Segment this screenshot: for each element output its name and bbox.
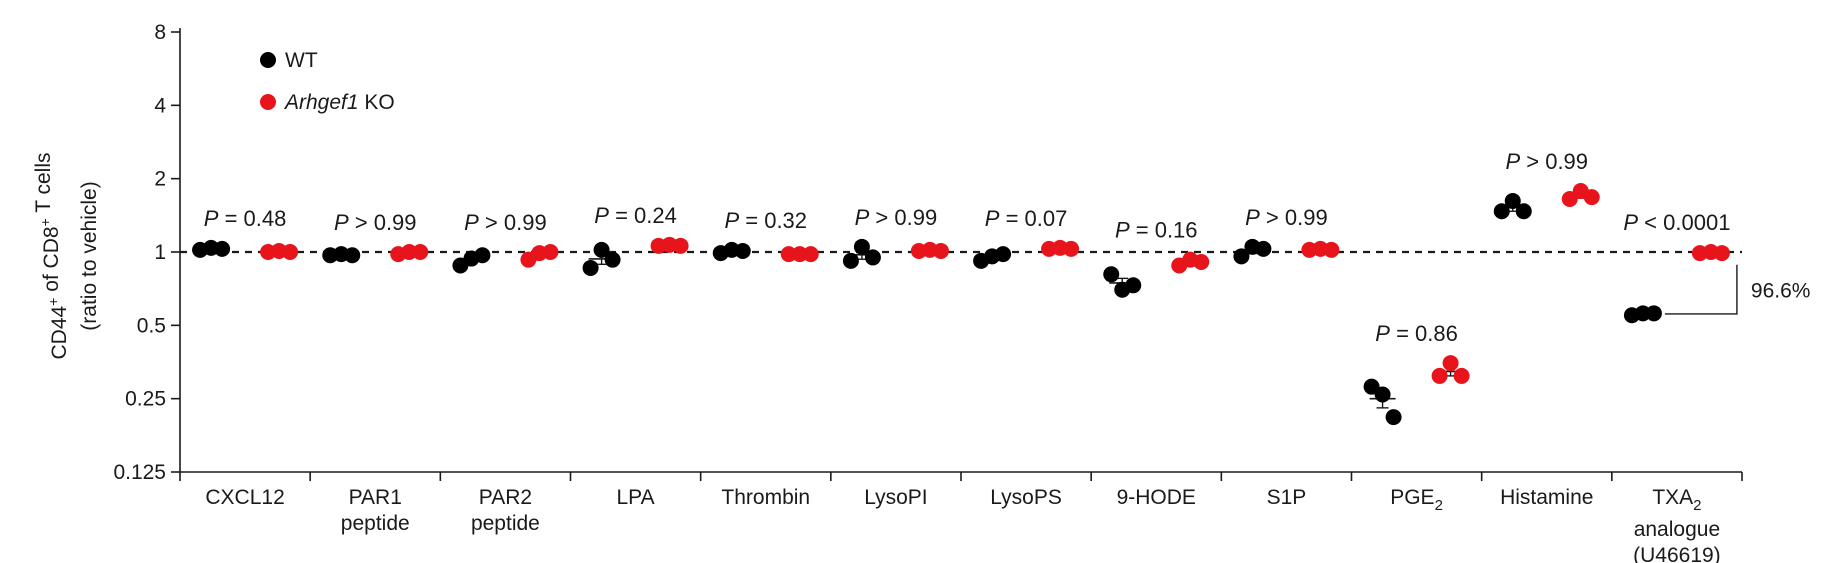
category-label: Thrombin (721, 486, 810, 509)
legend: WT Arhgef1 KO (260, 49, 395, 114)
wt-point (1374, 386, 1391, 403)
p-value-label: P > 0.99 (334, 210, 417, 235)
category-group: P < 0.0001 TXA2 analogue (U46619) (1623, 210, 1730, 563)
y-tick-label: 2 (154, 168, 166, 191)
wt-point (1385, 409, 1402, 426)
category-group: P > 0.99 PAR1 peptide (322, 210, 429, 535)
p-value-label: P = 0.32 (724, 208, 807, 233)
ko-point (1453, 367, 1470, 384)
wt-point (1515, 203, 1532, 220)
category-group: P > 0.99 LysoPI (842, 205, 949, 509)
wt-point (344, 247, 361, 264)
category-label: Histamine (1500, 486, 1593, 509)
ko-point (1583, 189, 1600, 206)
category-group: P > 0.99 S1P (1233, 205, 1340, 509)
wt-point (734, 242, 751, 259)
wt-point (1233, 248, 1250, 265)
category-label: LPA (617, 486, 655, 509)
p-value-label: P > 0.99 (1505, 149, 1588, 174)
annotation: 96.6% (1664, 264, 1811, 315)
p-value-label: P = 0.86 (1375, 321, 1458, 346)
annotation-bracket (1664, 264, 1738, 315)
wt-point (1255, 240, 1272, 257)
y-axis-label-line1: CD44+ of CD8+ T cells (32, 152, 71, 359)
legend-label: WT (285, 49, 318, 72)
ko-point (932, 242, 949, 259)
annotation-text: 96.6% (1751, 279, 1811, 302)
y-tick-label: 8 (154, 21, 166, 44)
wt-point (1493, 203, 1510, 220)
ko-point (542, 244, 559, 260)
y-tick-label: 0.25 (125, 388, 166, 411)
y-tick-label: 1 (154, 241, 166, 264)
wt-point (1125, 277, 1142, 294)
wt-point (995, 246, 1012, 263)
category-label: TXA2 analogue (U46619) (1633, 486, 1721, 563)
ko-point (791, 246, 808, 263)
y-tick-label: 0.5 (137, 314, 166, 337)
category-label: LysoPS (990, 486, 1062, 509)
axes: 0.125 0.25 0.5 1 2 4 8 (113, 21, 1743, 484)
y-tick-label: 0.125 (113, 461, 166, 484)
category-label: S1P (1267, 486, 1307, 509)
wt-point (593, 241, 610, 258)
p-value-label: P > 0.99 (855, 205, 938, 230)
ko-point (401, 244, 418, 260)
ko-point (1323, 241, 1340, 258)
ko-point (412, 244, 429, 260)
ko-point (672, 237, 689, 254)
p-value-label: P = 0.24 (594, 203, 677, 228)
wt-point (1645, 305, 1662, 322)
ko-point (802, 246, 819, 263)
wt-point (474, 247, 491, 264)
ko-point (1193, 253, 1210, 270)
ko-point (1713, 245, 1730, 262)
wt-point (582, 259, 599, 276)
ko-point (1442, 355, 1459, 372)
category-label: PGE2 (1390, 486, 1443, 514)
legend-label: Arhgef1 KO (283, 91, 395, 114)
y-tick-label: 4 (154, 94, 166, 117)
category-group: P = 0.16 9-HODE (1103, 218, 1210, 509)
wt-point (853, 238, 870, 255)
p-value-label: P < 0.0001 (1623, 210, 1730, 235)
p-value-label: P = 0.07 (985, 206, 1068, 231)
p-value-label: P > 0.99 (1245, 205, 1328, 230)
category-label: CXCL12 (205, 486, 284, 509)
legend-marker (260, 52, 276, 68)
wt-point (1103, 266, 1120, 283)
category-label: 9-HODE (1117, 486, 1196, 509)
category-group: P > 0.99 PAR2 peptide (452, 210, 559, 535)
wt-point (604, 251, 621, 268)
category-group: P = 0.48 CXCL12 (192, 206, 299, 509)
ko-point (282, 244, 299, 260)
category-group: P = 0.07 LysoPS (973, 206, 1080, 509)
p-value-label: P = 0.16 (1115, 218, 1198, 243)
p-value-label: P > 0.99 (464, 210, 547, 235)
y-axis-label: CD44+ of CD8+ T cells (ratio to vehicle) (32, 152, 101, 359)
category-label: LysoPI (864, 486, 927, 509)
category-label: PAR1 peptide (341, 486, 410, 535)
ko-point (780, 246, 797, 263)
ko-point (1063, 240, 1080, 257)
category-label: PAR2 peptide (471, 486, 540, 535)
wt-point (1504, 192, 1521, 209)
category-group: P > 0.99 Histamine (1493, 149, 1600, 509)
wt-point (864, 249, 881, 266)
ko-point (1561, 191, 1578, 208)
wt-point (214, 240, 231, 257)
category-group: P = 0.86 PGE2 (1363, 321, 1470, 514)
ko-point (1431, 367, 1448, 384)
y-axis-label-line2: (ratio to vehicle) (78, 181, 101, 330)
wt-point (1634, 305, 1651, 322)
legend-marker (260, 94, 276, 110)
wt-point (842, 252, 859, 269)
category-group: P = 0.32 Thrombin (712, 208, 819, 509)
category-group: P = 0.24 LPA (582, 203, 689, 509)
p-value-label: P = 0.48 (204, 206, 287, 231)
